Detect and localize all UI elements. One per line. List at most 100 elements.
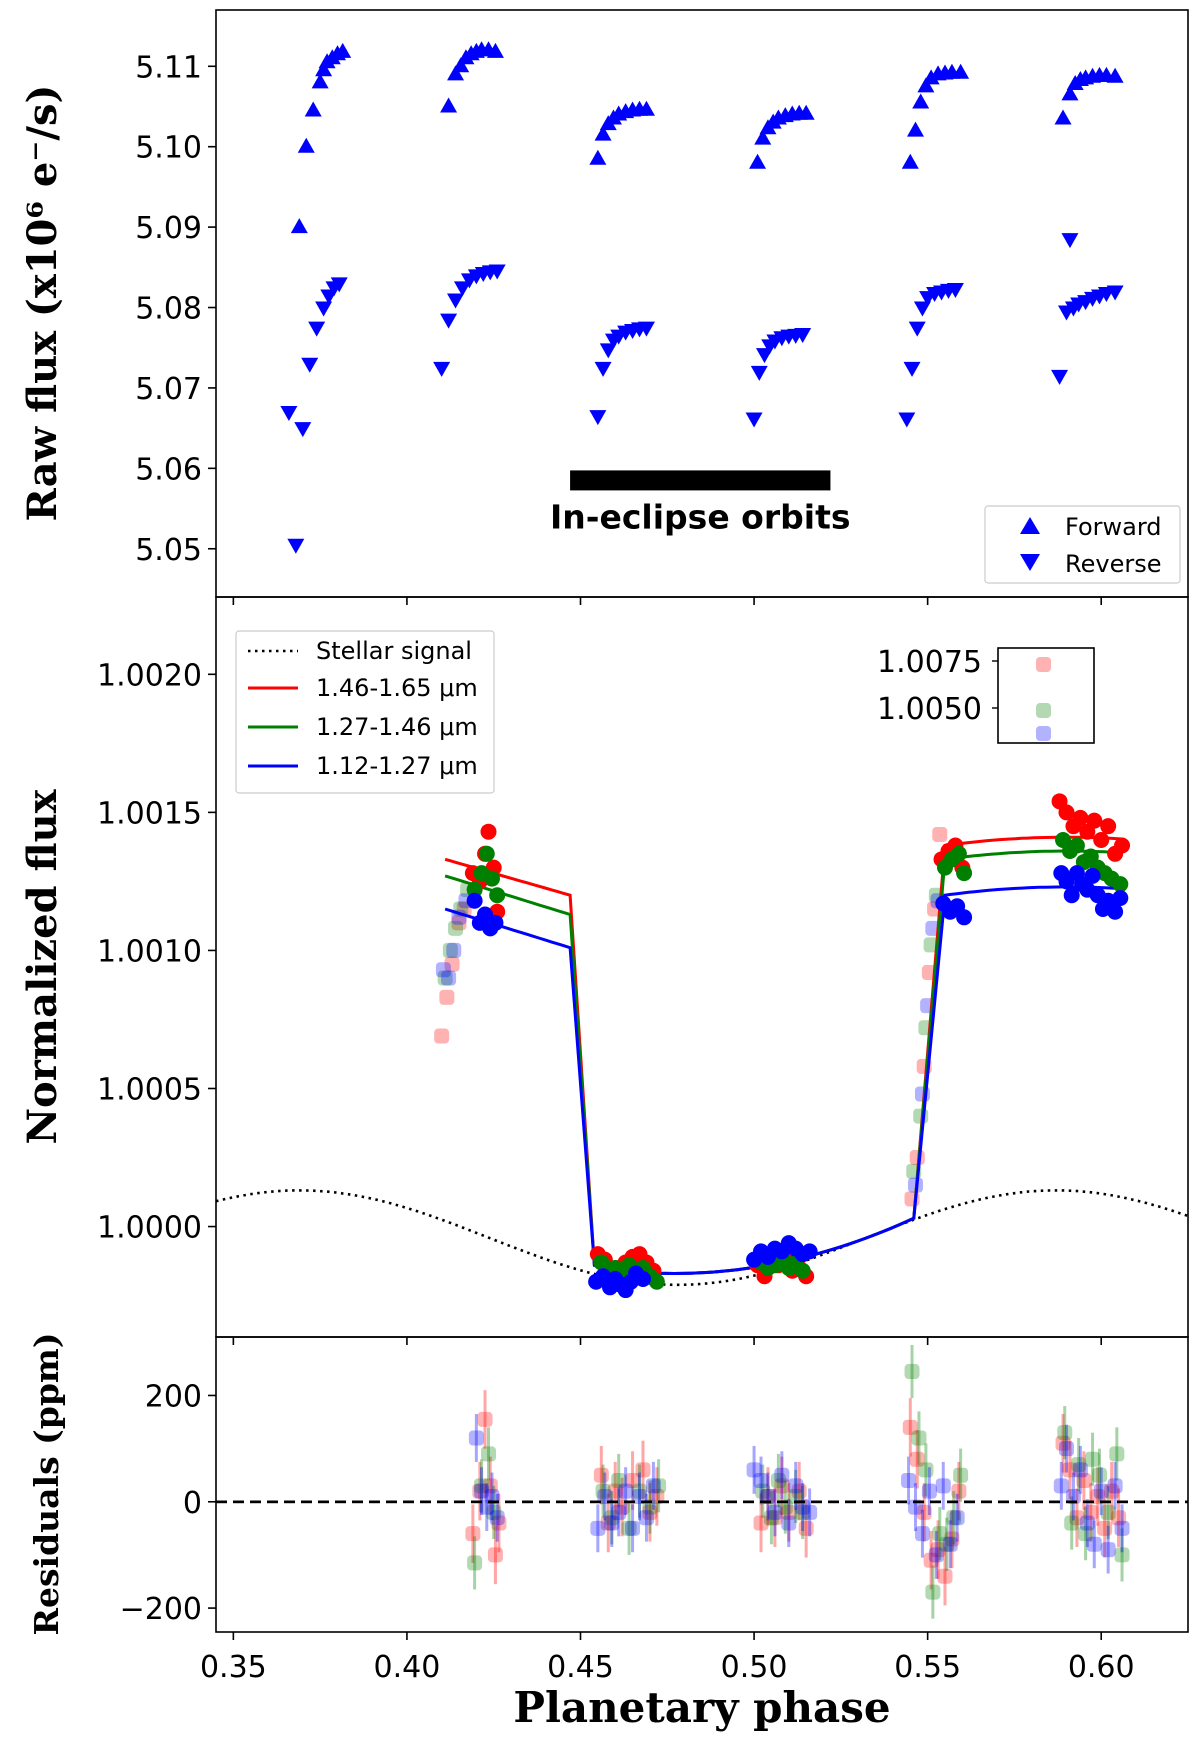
residual-point — [1091, 1467, 1107, 1483]
residual-point — [635, 1462, 651, 1478]
flux-point — [648, 1273, 665, 1290]
residual-point — [1107, 1478, 1123, 1494]
forward-marker-icon — [1020, 517, 1040, 534]
residual-point — [484, 1488, 500, 1504]
residual-point — [781, 1515, 797, 1531]
inset-green-marker — [1036, 703, 1051, 718]
residual-point — [621, 1520, 637, 1536]
residual-point — [788, 1478, 804, 1494]
residual-point — [918, 1462, 934, 1478]
forward-point — [297, 137, 315, 153]
reverse-point — [447, 293, 465, 309]
inset-legend-box — [997, 647, 1095, 744]
reverse-point — [589, 410, 607, 426]
y-tick-label: 1.0015 — [97, 796, 202, 831]
residual-point — [767, 1504, 783, 1520]
y-tick-label: −200 — [120, 1592, 202, 1627]
reverse-point — [898, 412, 916, 428]
residual-point — [474, 1483, 490, 1499]
flux-point — [956, 865, 973, 882]
excluded-point — [442, 942, 458, 958]
residual-point — [781, 1504, 797, 1520]
y-tick-label: 5.05 — [135, 533, 202, 568]
x-tick-label: 0.35 — [200, 1650, 267, 1685]
forward-point — [749, 153, 767, 169]
reverse-point — [794, 328, 812, 344]
residual-point — [1062, 1462, 1078, 1478]
flux-point — [466, 892, 483, 909]
residual-point — [911, 1430, 927, 1446]
inset-red-marker — [1036, 657, 1051, 672]
residual-point — [777, 1499, 793, 1515]
legend-green-label: 1.27-1.46 μm — [316, 713, 478, 741]
residual-point — [916, 1504, 932, 1520]
residual-point — [595, 1483, 611, 1499]
excluded-point — [434, 1028, 450, 1044]
residual-point — [597, 1488, 613, 1504]
residual-point — [930, 1542, 946, 1558]
raw-flux-ylabel: Raw flux (x10⁶ e⁻/s) — [19, 85, 66, 522]
residual-point — [925, 1584, 941, 1600]
forward-point — [440, 97, 458, 113]
forward-point — [334, 42, 352, 58]
residual-point — [1104, 1483, 1120, 1499]
residual-point — [593, 1467, 609, 1483]
residual-point — [465, 1526, 481, 1542]
residual-point — [614, 1499, 630, 1515]
residual-point — [472, 1483, 488, 1499]
residuals-panel: −200 0 200 Residuals (ppm) — [27, 1333, 1189, 1636]
residual-point — [795, 1499, 811, 1515]
inset-blue-marker — [1036, 726, 1051, 741]
residual-point — [1100, 1504, 1116, 1520]
residual-point — [1064, 1515, 1080, 1531]
flux-point — [1093, 831, 1110, 848]
y-tick-label: 5.09 — [135, 211, 202, 246]
reverse-point — [745, 412, 763, 428]
residual-point — [481, 1446, 497, 1462]
residual-point — [625, 1520, 641, 1536]
residual-point — [770, 1473, 786, 1489]
residual-point — [902, 1419, 918, 1435]
reverse-point — [913, 301, 931, 317]
residual-point — [949, 1510, 965, 1526]
flux-point — [1058, 804, 1075, 821]
residual-point — [755, 1483, 771, 1499]
x-axis: 0.35 0.40 0.45 0.50 0.55 0.60 — [200, 597, 1135, 1685]
excluded-point — [435, 962, 451, 978]
residuals-ylabel: Residuals (ppm) — [27, 1333, 66, 1636]
flux-point — [489, 887, 506, 904]
legend-forward-label: Forward — [1065, 513, 1162, 541]
flux-point — [801, 1243, 818, 1260]
flux-point — [1100, 818, 1117, 835]
residual-point — [638, 1510, 654, 1526]
residual-point — [1085, 1451, 1101, 1467]
residual-point — [468, 1430, 484, 1446]
legend-blue-label: 1.12-1.27 μm — [316, 752, 478, 780]
reverse-point — [294, 422, 312, 438]
residual-point — [1053, 1478, 1069, 1494]
residual-point — [604, 1510, 620, 1526]
flux-point — [1114, 837, 1131, 854]
residual-point — [942, 1536, 958, 1552]
residual-point — [590, 1520, 606, 1536]
residual-point — [935, 1478, 951, 1494]
residual-point — [1109, 1446, 1125, 1462]
y-tick-label: 5.07 — [135, 372, 202, 407]
reverse-point — [433, 361, 451, 377]
x-tick-label: 0.45 — [547, 1650, 614, 1685]
flux-point — [1107, 903, 1124, 920]
residual-point — [798, 1520, 814, 1536]
reverse-point — [1051, 369, 1069, 385]
residual-point — [923, 1552, 939, 1568]
residual-point — [1097, 1520, 1113, 1536]
reverse-point — [287, 538, 305, 554]
residual-point — [632, 1483, 648, 1499]
residual-point — [946, 1510, 962, 1526]
residual-point — [1059, 1441, 1074, 1457]
forward-point — [917, 77, 935, 93]
residuals-frame — [215, 1336, 1189, 1633]
normalized-flux-legend: Stellar signal 1.46-1.65 μm 1.27-1.46 μm… — [235, 630, 495, 794]
residual-point — [753, 1515, 769, 1531]
residual-point — [607, 1483, 623, 1499]
